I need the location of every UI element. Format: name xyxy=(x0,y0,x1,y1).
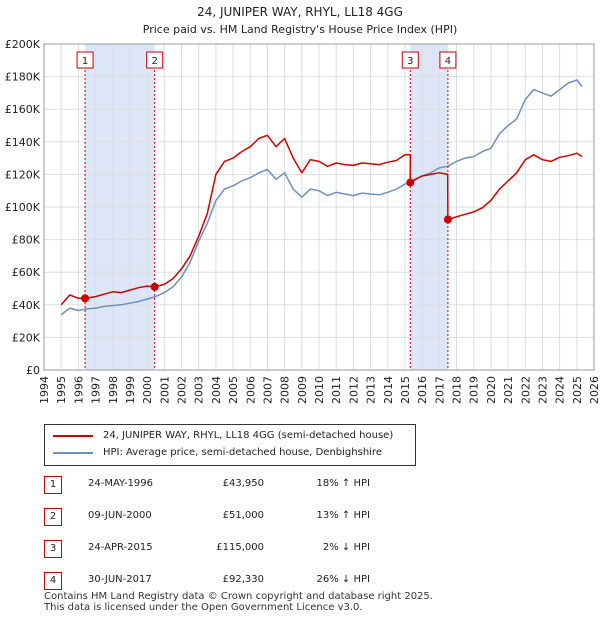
transactions-table: 1 24-MAY-1996 £43,950 18% ↑ HPI 2 09-JUN… xyxy=(44,476,444,604)
marker-label: 2 xyxy=(152,56,158,67)
transaction-date: 30-JUN-2017 xyxy=(88,574,152,585)
x-tick-label: 2005 xyxy=(227,376,240,404)
transaction-hpi: 2% ↓ HPI xyxy=(322,542,370,553)
y-tick-label: £80K xyxy=(12,234,41,247)
table-row: 2 09-JUN-2000 £51,000 13% ↑ HPI xyxy=(44,508,444,540)
price-chart: 24, JUNIPER WAY, RHYL, LL18 4GG Price pa… xyxy=(5,5,600,404)
x-tick-label: 1998 xyxy=(107,376,120,404)
legend: 24, JUNIPER WAY, RHYL, LL18 4GG (semi-de… xyxy=(44,424,416,466)
transaction-hpi: 18% ↑ HPI xyxy=(316,478,370,489)
transaction-badge: 4 xyxy=(44,572,62,590)
x-tick-label: 2018 xyxy=(451,376,464,404)
transaction-price: £51,000 xyxy=(222,510,264,521)
x-tick-label: 2026 xyxy=(588,376,600,404)
plot-frame xyxy=(43,43,595,371)
x-tick-label: 2003 xyxy=(193,376,206,404)
transaction-hpi: 13% ↑ HPI xyxy=(316,510,370,521)
sale-point xyxy=(443,215,452,224)
x-tick-label: 2020 xyxy=(485,376,498,404)
x-tick-label: 2008 xyxy=(279,376,292,404)
x-tick-label: 2002 xyxy=(176,376,189,404)
y-tick-label: £20K xyxy=(12,331,41,344)
x-tick-label: 2019 xyxy=(468,376,481,404)
transaction-price: £92,330 xyxy=(222,574,264,585)
marker-badge xyxy=(146,51,164,69)
legend-swatch-price xyxy=(53,435,93,437)
transaction-badge: 1 xyxy=(44,476,62,494)
x-tick-label: 2017 xyxy=(433,376,446,404)
x-tick-label: 1995 xyxy=(55,376,68,404)
x-tick-label: 2006 xyxy=(244,376,257,404)
y-tick-label: £60K xyxy=(12,266,41,279)
y-tick-label: £120K xyxy=(5,168,41,181)
x-tick-label: 1997 xyxy=(90,376,103,404)
transaction-price: £115,000 xyxy=(216,542,264,553)
x-tick-label: 2007 xyxy=(261,376,274,404)
transaction-badge: 3 xyxy=(44,540,62,558)
table-row: 1 24-MAY-1996 £43,950 18% ↑ HPI xyxy=(44,476,444,508)
transaction-price: £43,950 xyxy=(222,478,264,489)
x-tick-label: 2013 xyxy=(365,376,378,404)
y-tick-label: £140K xyxy=(5,136,41,149)
x-tick-label: 2012 xyxy=(347,376,360,404)
x-tick-label: 2001 xyxy=(158,376,171,404)
x-tick-label: 2010 xyxy=(313,376,326,404)
x-tick-label: 2021 xyxy=(502,376,515,404)
marker-badge xyxy=(439,51,457,69)
transaction-date: 24-APR-2015 xyxy=(88,542,153,553)
marker-label: 4 xyxy=(445,56,451,67)
x-tick-label: 1999 xyxy=(124,376,137,404)
y-tick-label: £0 xyxy=(26,364,40,377)
x-tick-label: 2011 xyxy=(330,376,343,404)
table-row: 3 24-APR-2015 £115,000 2% ↓ HPI xyxy=(44,540,444,572)
footer: Contains HM Land Registry data © Crown c… xyxy=(44,591,433,613)
y-tick-label: £100K xyxy=(5,201,41,214)
y-tick-label: £180K xyxy=(5,71,41,84)
x-tick-label: 2024 xyxy=(554,376,567,404)
marker-label: 3 xyxy=(407,56,413,67)
y-tick-label: £200K xyxy=(5,38,41,51)
sale-point xyxy=(406,178,415,187)
x-tick-label: 2014 xyxy=(382,376,395,404)
legend-label-hpi: HPI: Average price, semi-detached house,… xyxy=(103,447,382,458)
x-tick-label: 2025 xyxy=(571,376,584,404)
chart-subtitle: Price paid vs. HM Land Registry's House … xyxy=(143,23,458,36)
transaction-date: 09-JUN-2000 xyxy=(88,510,152,521)
y-tick-label: £40K xyxy=(12,299,41,312)
transaction-hpi: 26% ↓ HPI xyxy=(316,574,370,585)
sale-point xyxy=(150,282,159,291)
chart-title: 24, JUNIPER WAY, RHYL, LL18 4GG xyxy=(197,5,403,19)
y-tick-label: £160K xyxy=(5,103,41,116)
x-tick-label: 1996 xyxy=(72,376,85,404)
sale-point xyxy=(81,294,90,303)
x-tick-label: 1994 xyxy=(38,376,51,404)
x-tick-label: 2022 xyxy=(519,376,532,404)
transaction-badge: 2 xyxy=(44,508,62,526)
x-tick-label: 2000 xyxy=(141,376,154,404)
table-row: 4 30-JUN-2017 £92,330 26% ↓ HPI xyxy=(44,572,444,604)
transaction-date: 24-MAY-1996 xyxy=(88,478,154,489)
footer-licence: This data is licensed under the Open Gov… xyxy=(44,602,363,613)
x-tick-label: 2015 xyxy=(399,376,412,404)
legend-label-price: 24, JUNIPER WAY, RHYL, LL18 4GG (semi-de… xyxy=(103,430,394,441)
x-tick-label: 2009 xyxy=(296,376,309,404)
x-tick-label: 2016 xyxy=(416,376,429,404)
marker-badge xyxy=(401,51,419,69)
hpi-line xyxy=(60,79,583,316)
marker-label: 1 xyxy=(82,56,88,67)
x-tick-label: 2004 xyxy=(210,376,223,404)
legend-swatch-hpi xyxy=(53,452,93,454)
marker-badge xyxy=(76,51,94,69)
x-tick-label: 2023 xyxy=(536,376,549,404)
footer-copyright: Contains HM Land Registry data © Crown c… xyxy=(44,591,433,602)
